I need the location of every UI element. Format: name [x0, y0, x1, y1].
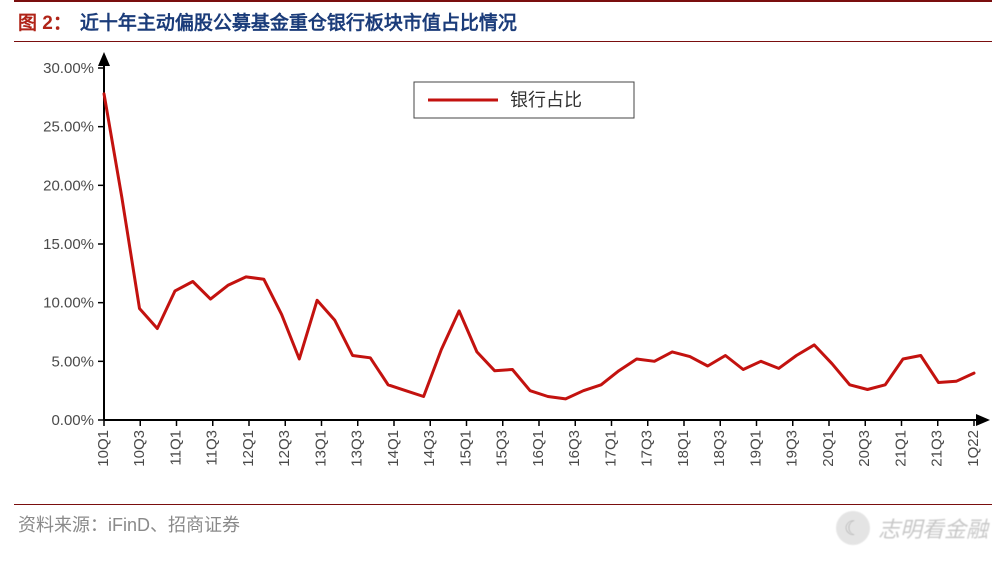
svg-text:21Q3: 21Q3	[929, 430, 946, 467]
svg-text:10.00%: 10.00%	[43, 295, 94, 312]
watermark-logo-icon: ☾	[836, 511, 870, 545]
svg-text:16Q1: 16Q1	[530, 430, 547, 467]
svg-text:5.00%: 5.00%	[51, 353, 94, 370]
svg-text:银行占比: 银行占比	[510, 90, 582, 110]
svg-text:20Q3: 20Q3	[856, 430, 873, 467]
svg-text:15.00%: 15.00%	[43, 236, 94, 253]
svg-text:15Q3: 15Q3	[494, 430, 511, 467]
figure-title: 图 2： 近十年主动偏股公募基金重仓银行板块市值占比情况	[0, 2, 1006, 41]
source-text: iFinD、招商证券	[108, 515, 240, 535]
svg-text:10Q1: 10Q1	[95, 430, 112, 467]
svg-text:10Q3: 10Q3	[131, 430, 148, 467]
svg-text:14Q1: 14Q1	[385, 430, 402, 467]
svg-text:17Q3: 17Q3	[639, 430, 656, 467]
svg-text:19Q3: 19Q3	[784, 430, 801, 467]
watermark: ☾ 志明看金融	[836, 511, 988, 545]
title-separator	[14, 41, 992, 42]
svg-text:12Q1: 12Q1	[240, 430, 257, 467]
svg-text:13Q3: 13Q3	[349, 430, 366, 467]
svg-text:25.00%: 25.00%	[43, 119, 94, 136]
title-prefix: 图 2：	[18, 8, 72, 35]
svg-text:18Q1: 18Q1	[675, 430, 692, 467]
svg-text:18Q3: 18Q3	[711, 430, 728, 467]
svg-text:13Q1: 13Q1	[312, 430, 329, 467]
svg-text:1Q22: 1Q22	[965, 430, 982, 467]
svg-text:15Q1: 15Q1	[457, 430, 474, 467]
svg-text:21Q1: 21Q1	[892, 430, 909, 467]
svg-text:16Q3: 16Q3	[566, 430, 583, 467]
title-text: 近十年主动偏股公募基金重仓银行板块市值占比情况	[80, 8, 517, 35]
svg-text:30.00%: 30.00%	[43, 60, 94, 77]
svg-text:0.00%: 0.00%	[51, 412, 94, 429]
source-label: 资料来源：	[18, 515, 108, 535]
svg-text:20.00%: 20.00%	[43, 177, 94, 194]
svg-text:20Q1: 20Q1	[820, 430, 837, 467]
svg-text:11Q3: 11Q3	[204, 430, 221, 466]
svg-text:11Q1: 11Q1	[167, 430, 184, 466]
svg-text:12Q3: 12Q3	[276, 430, 293, 467]
chart-svg: 0.00% 5.00% 10.00% 15.00% 20.00% 25.00% 30.00%…	[14, 50, 992, 500]
svg-text:17Q1: 17Q1	[602, 430, 619, 467]
line-chart: 0.00% 5.00% 10.00% 15.00% 20.00% 25.00% 30.00%…	[14, 50, 992, 500]
svg-text:19Q1: 19Q1	[747, 430, 764, 467]
svg-text:14Q3: 14Q3	[421, 430, 438, 467]
watermark-text: 志明看金融	[878, 512, 988, 544]
